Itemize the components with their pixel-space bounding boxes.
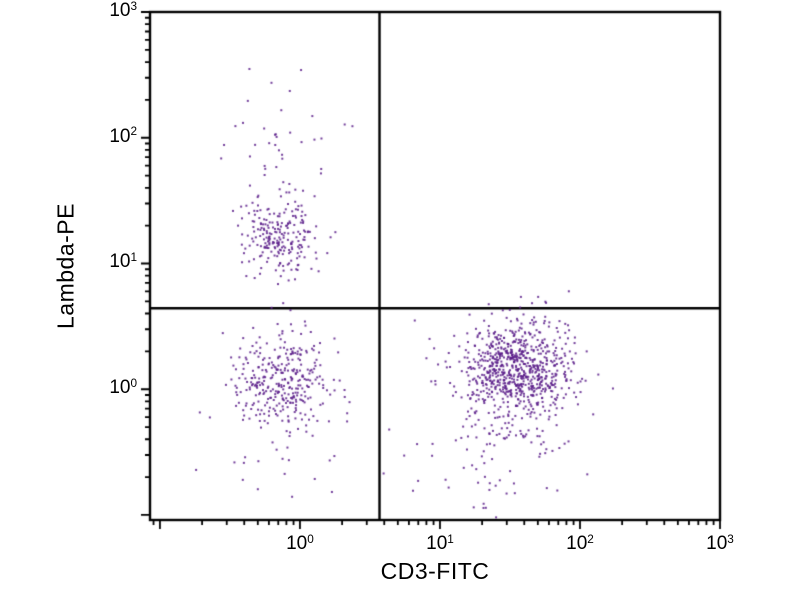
x-tick-label: 103 — [706, 532, 734, 554]
x-tick-label: 100 — [286, 532, 314, 554]
y-tick-label: 103 — [109, 0, 137, 21]
y-tick-label: 100 — [109, 376, 137, 399]
y-axis-label: Lambda-PE — [52, 203, 79, 329]
x-tick-label: 101 — [426, 532, 454, 554]
x-axis-label: CD3-FITC — [380, 558, 490, 584]
y-tick-label: 102 — [109, 125, 137, 147]
y-tick-label: 101 — [109, 251, 137, 273]
x-tick-label: 102 — [566, 532, 594, 554]
